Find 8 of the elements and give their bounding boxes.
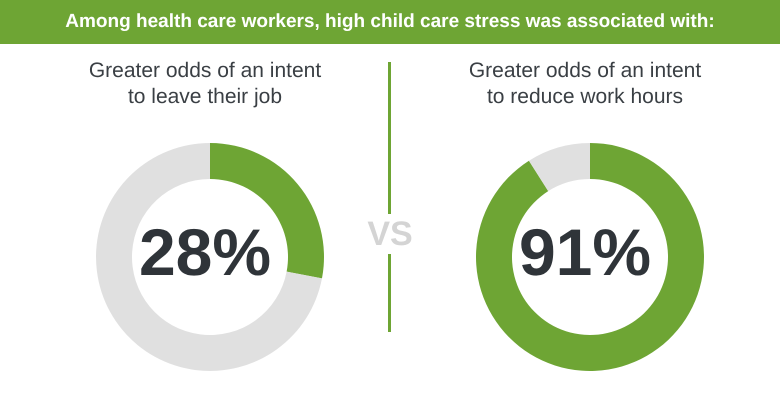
text: 28% [138,215,272,289]
text: 91% [518,215,652,289]
donut-slice [96,143,322,371]
chart-subtitle: Greater odds of an intent to reduce work hours [468,58,702,110]
text: Among health care workers, high child care stress was associated with: [0,0,780,44]
donut-slice [528,143,590,192]
chart-subtitle: Greater odds of an intent to leave their job [88,58,322,110]
donut-slice [476,143,704,371]
